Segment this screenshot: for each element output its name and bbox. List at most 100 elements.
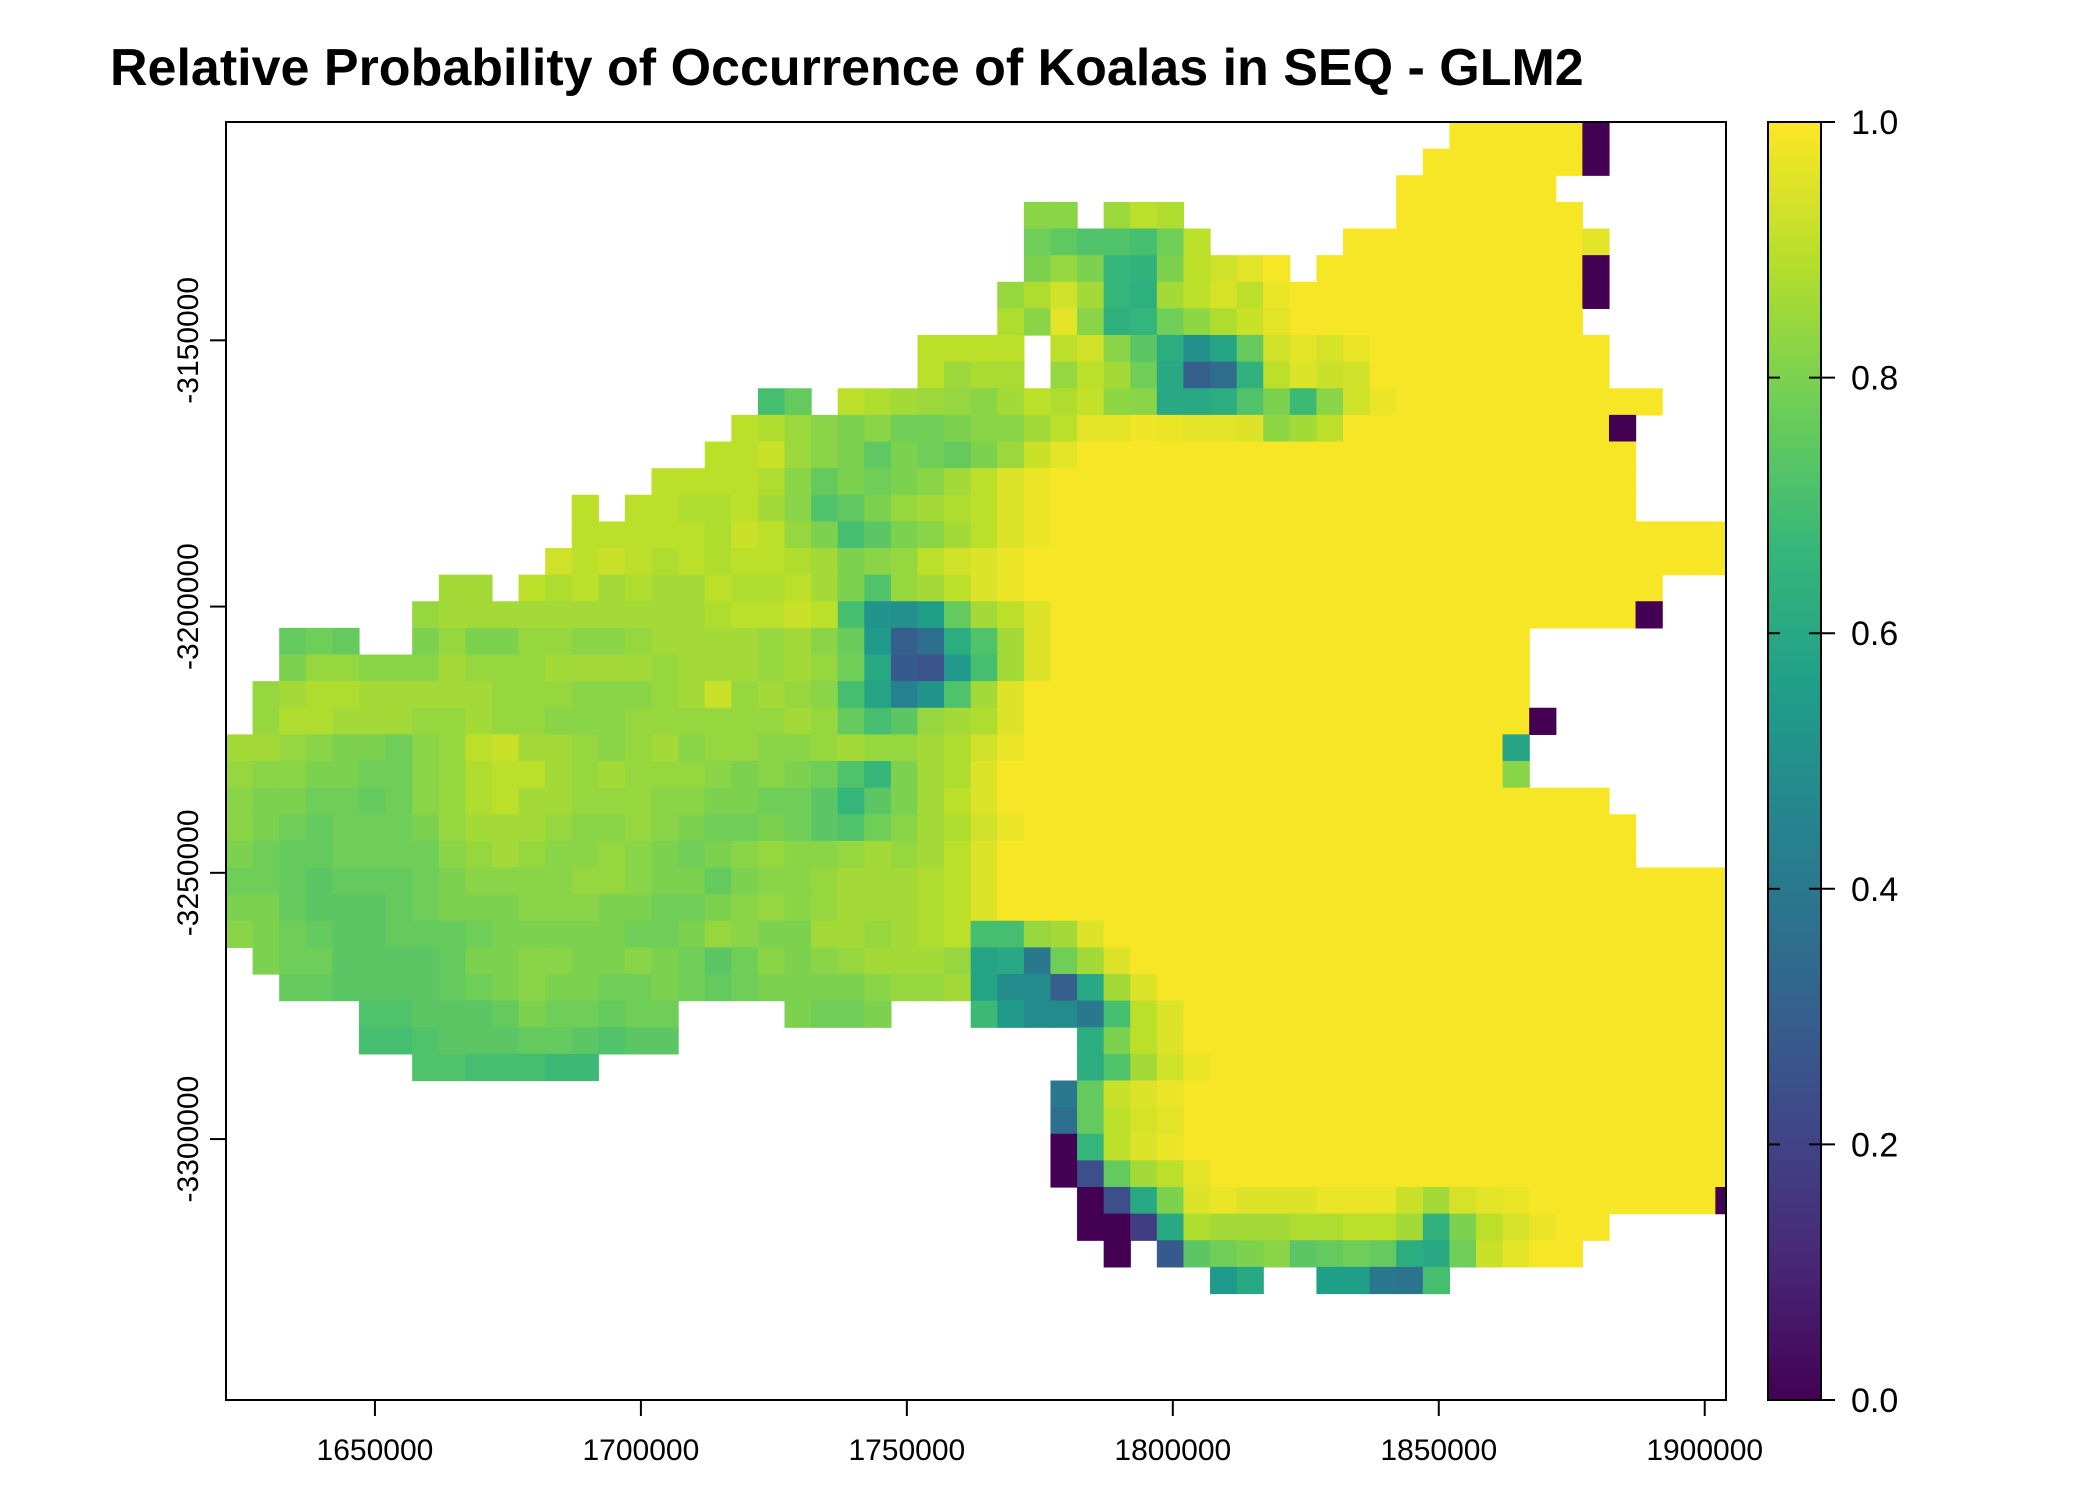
raster-cell — [1449, 255, 1477, 283]
raster-cell — [997, 521, 1025, 549]
raster-cell — [412, 707, 440, 735]
raster-cell — [1529, 148, 1557, 176]
raster-cell — [837, 920, 865, 948]
raster-cell — [1476, 1240, 1504, 1268]
raster-cell — [1263, 894, 1291, 922]
raster-cell — [651, 894, 679, 922]
raster-cell — [1289, 867, 1318, 895]
raster-cell — [1529, 414, 1557, 443]
raster-cell — [1103, 894, 1131, 922]
raster-cell — [1289, 1027, 1318, 1055]
raster-cell — [1635, 1133, 1663, 1161]
raster-cell — [1103, 388, 1131, 416]
raster-cell — [1077, 627, 1105, 656]
raster-cell — [1608, 1133, 1637, 1161]
raster-cell — [1555, 894, 1583, 922]
raster-cell — [1316, 840, 1344, 869]
raster-cell — [1183, 840, 1211, 869]
raster-cell — [651, 627, 679, 656]
raster-cell — [1023, 707, 1052, 735]
raster-cell — [811, 920, 839, 948]
raster-cell — [1077, 308, 1105, 336]
raster-cell — [1210, 468, 1238, 496]
raster-cell — [279, 867, 307, 895]
raster-cell — [279, 707, 307, 735]
raster-cell — [1183, 1133, 1211, 1161]
raster-cell — [1316, 947, 1344, 975]
colorbar-ticks: 0.00.20.40.60.81.0 — [1768, 104, 1898, 1420]
raster-cell — [1077, 1000, 1105, 1028]
raster-cell — [624, 867, 653, 895]
raster-cell — [731, 787, 759, 815]
raster-cell — [279, 947, 307, 975]
raster-cell — [1396, 1000, 1424, 1028]
raster-cell — [465, 840, 493, 869]
raster-cell — [385, 654, 413, 682]
raster-cell — [1023, 627, 1052, 656]
raster-cell — [1555, 1080, 1583, 1108]
raster-cell — [1289, 308, 1318, 336]
raster-cell — [1476, 1080, 1504, 1108]
raster-cell — [1369, 228, 1397, 256]
raster-cell — [1236, 787, 1264, 815]
raster-cell — [1343, 974, 1371, 1002]
raster-cell — [864, 627, 892, 656]
raster-cell — [1210, 281, 1238, 309]
raster-cell — [1236, 920, 1264, 948]
raster-cell — [811, 761, 839, 789]
raster-cell — [1316, 627, 1344, 656]
raster-cell — [1396, 441, 1424, 469]
raster-cell — [332, 787, 360, 815]
raster-cell — [1635, 574, 1663, 602]
raster-cell — [1476, 494, 1504, 522]
raster-cell — [890, 867, 919, 895]
raster-cell — [1210, 335, 1238, 363]
raster-cell — [491, 1053, 520, 1082]
raster-cell — [571, 548, 599, 576]
raster-cell — [784, 867, 812, 895]
raster-cell — [651, 574, 679, 602]
raster-cell — [1343, 441, 1371, 469]
raster-cell — [731, 521, 759, 549]
raster-cell — [1555, 281, 1583, 309]
raster-cell — [438, 814, 466, 842]
raster-cell — [1289, 1080, 1318, 1108]
raster-cell — [1582, 148, 1610, 176]
raster-cell — [1236, 654, 1264, 682]
raster-cell — [1449, 1053, 1477, 1082]
raster-cell — [305, 654, 333, 682]
raster-cell — [997, 281, 1025, 309]
raster-cell — [491, 920, 520, 948]
raster-cell — [1183, 548, 1211, 576]
raster-cell — [1210, 894, 1238, 922]
raster-cell — [1183, 1107, 1211, 1135]
raster-cell — [1316, 1080, 1344, 1108]
raster-cell — [1210, 1027, 1238, 1055]
raster-cell — [1715, 1080, 1727, 1108]
raster-cell — [358, 974, 387, 1002]
raster-cell — [811, 414, 839, 443]
raster-cell — [1077, 681, 1105, 709]
raster-cell — [1635, 947, 1663, 975]
raster-cell — [598, 627, 626, 656]
raster-cell — [704, 974, 732, 1002]
raster-cell — [1130, 281, 1158, 309]
raster-cell — [678, 734, 706, 762]
raster-cell — [1316, 1000, 1344, 1028]
raster-cell — [1236, 441, 1264, 469]
raster-cell — [1077, 1053, 1105, 1082]
raster-cell — [412, 681, 440, 709]
raster-cell — [837, 548, 865, 576]
raster-cell — [465, 894, 493, 922]
raster-cell — [1077, 947, 1105, 975]
raster-cell — [1183, 468, 1211, 496]
raster-cell — [1289, 468, 1318, 496]
raster-cell — [1077, 894, 1105, 922]
raster-cell — [518, 787, 546, 815]
raster-cell — [1476, 1000, 1504, 1028]
raster-cell — [1476, 201, 1504, 230]
raster-cell — [1183, 1213, 1211, 1241]
raster-cell — [1369, 1053, 1397, 1082]
raster-cell — [1343, 521, 1371, 549]
